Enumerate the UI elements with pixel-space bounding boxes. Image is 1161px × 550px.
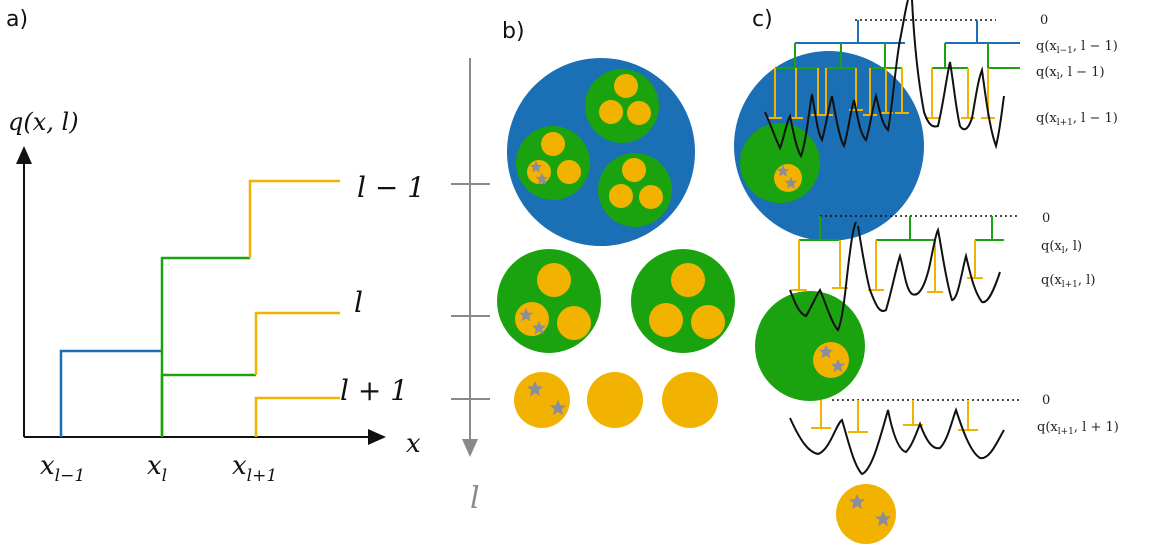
basin-yellow <box>622 158 646 182</box>
x-tick-label-3: xl+1 <box>232 451 277 486</box>
step-blue <box>59 349 162 437</box>
basin-yellow <box>691 305 725 339</box>
x-axis-label: x <box>406 429 421 459</box>
basin-yellow <box>537 263 571 297</box>
basin-yellow <box>587 372 643 428</box>
x-tick-label-1: xl−1 <box>40 451 85 486</box>
basin-yellow <box>836 484 896 544</box>
level-zero-2: 0 <box>1042 211 1050 226</box>
step-yellow-lower <box>254 396 340 437</box>
basin-yellow <box>557 160 581 184</box>
basin-yellow <box>599 100 623 124</box>
level-q-lplus1-3: q(xl+1, l + 1) <box>1037 420 1119 437</box>
basin-yellow <box>515 302 549 336</box>
dendrogram-1: 0 q(xl−1, l − 1) q(xl, l − 1) q(xl+1, l … <box>764 0 1118 159</box>
basin-yellow <box>649 303 683 337</box>
level-q-l: q(xl, l − 1) <box>1036 65 1105 82</box>
level-q-lplus1: q(xl+1, l − 1) <box>1036 111 1118 128</box>
basin-green <box>740 123 820 203</box>
x-tick-label-2: xl <box>147 451 167 486</box>
step-yellow-upper <box>248 179 340 258</box>
level-label-lminus1: l − 1 <box>357 171 425 204</box>
basin-yellow <box>662 372 718 428</box>
basin-yellow <box>541 132 565 156</box>
level-label-lplus1: l + 1 <box>340 374 408 407</box>
energy-curve <box>789 407 1005 476</box>
basin-yellow <box>609 184 633 208</box>
step-green-middle <box>160 373 256 437</box>
basin-yellow <box>639 185 663 209</box>
level-zero-3: 0 <box>1042 393 1050 408</box>
y-axis-label: q(x, l) <box>8 108 79 136</box>
level-axis-label: l <box>470 481 480 516</box>
level-zero-1: 0 <box>1040 13 1048 28</box>
panel-b-label: b) <box>502 19 525 44</box>
panel-c-label: c) <box>752 7 773 32</box>
energy-curve <box>764 0 909 159</box>
energy-curve <box>789 221 857 332</box>
basin-yellow <box>557 306 591 340</box>
dendrogram-3: 0 q(xl+1, l + 1) <box>789 393 1119 476</box>
basin-yellow <box>627 101 651 125</box>
basin-yellow <box>614 74 638 98</box>
panel-c: c) <box>734 0 1119 544</box>
basin-yellow <box>813 342 849 378</box>
energy-curve <box>857 225 1001 312</box>
level-q-lplus1-2: q(xl+1, l) <box>1041 273 1095 290</box>
energy-curve <box>911 0 1005 150</box>
level-label-l: l <box>354 286 363 319</box>
panel-a: a) q(x, l) x xl−1 xl xl+1 l − 1 l l + 1 <box>6 7 425 486</box>
basin-yellow <box>514 372 570 428</box>
basin-yellow <box>671 263 705 297</box>
level-q-l-2: q(xl, l) <box>1041 239 1082 256</box>
panel-b: b) l <box>451 19 735 516</box>
step-green-upper <box>160 256 250 437</box>
level-q-lminus1: q(xl−1, l − 1) <box>1036 39 1118 56</box>
dendrogram-2: 0 q(xl, l) q(xl+1, l) <box>789 211 1095 332</box>
panel-a-label: a) <box>6 7 28 32</box>
step-yellow-middle <box>254 311 340 375</box>
